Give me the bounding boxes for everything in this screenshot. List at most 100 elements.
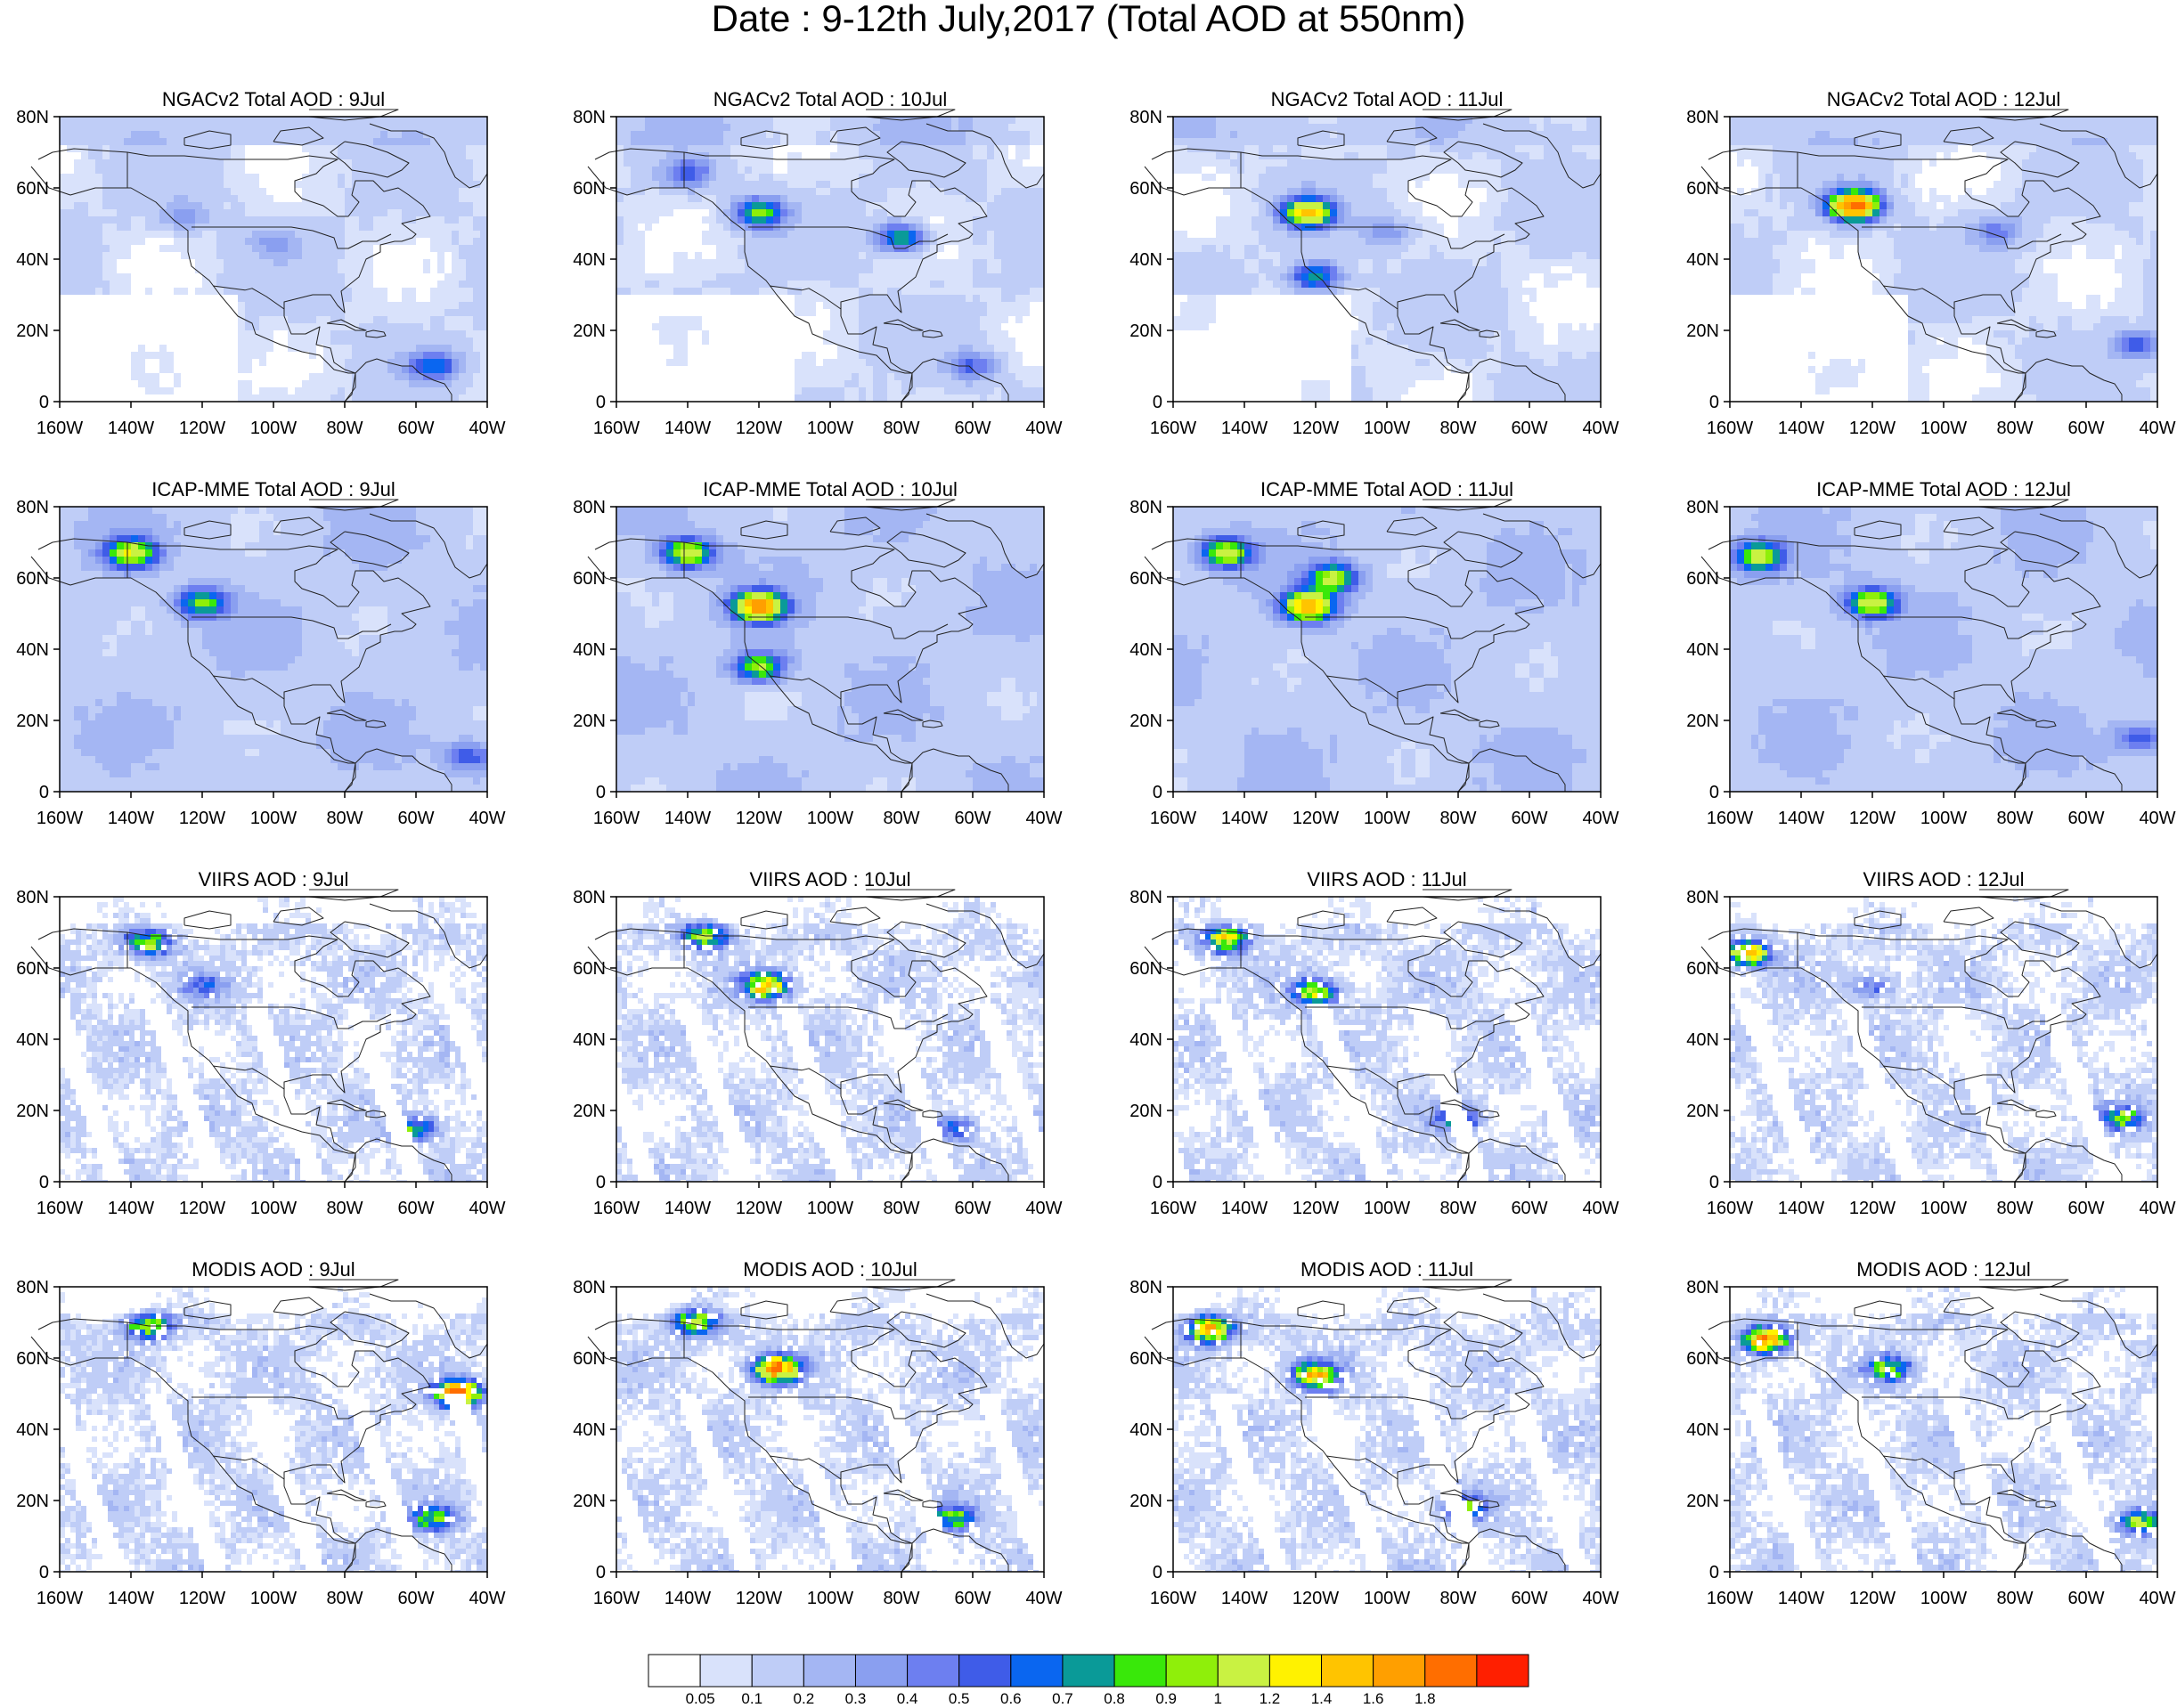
aod-cell xyxy=(759,174,766,181)
aod-cell xyxy=(716,202,723,209)
aod-cell xyxy=(1586,145,1594,152)
aod-cell xyxy=(117,231,124,238)
aod-cell xyxy=(1458,252,1465,259)
aod-cell xyxy=(423,138,430,145)
aod-cell xyxy=(245,138,252,145)
aod-cell xyxy=(423,195,430,202)
aod-cell xyxy=(709,288,716,295)
aod-cell xyxy=(852,245,859,252)
aod-cell xyxy=(1551,252,1558,259)
aod-cell xyxy=(380,131,387,138)
aod-cell xyxy=(209,209,216,216)
aod-cell xyxy=(1387,238,1394,245)
aod-cell xyxy=(138,131,145,138)
aod-cell xyxy=(1280,174,1287,181)
aod-cell xyxy=(759,252,766,259)
aod-cell xyxy=(659,159,666,167)
aod-cell xyxy=(1023,266,1030,273)
aod-cell xyxy=(880,124,887,131)
aod-cell xyxy=(987,138,994,145)
aod-cell xyxy=(1494,266,1501,273)
aod-cell xyxy=(188,138,195,145)
aod-cell xyxy=(245,131,252,138)
aod-cell xyxy=(273,131,281,138)
aod-cell xyxy=(480,281,487,288)
aod-cell xyxy=(209,252,216,259)
aod-cell xyxy=(88,209,95,216)
aod-cell xyxy=(616,188,624,195)
aod-cell xyxy=(1366,252,1373,259)
aod-cell xyxy=(117,159,124,167)
aod-cell xyxy=(302,273,309,281)
aod-cell xyxy=(387,316,395,323)
aod-cell xyxy=(480,387,487,394)
aod-cell xyxy=(659,202,666,209)
aod-cell xyxy=(373,159,380,167)
aod-cell xyxy=(1394,181,1401,188)
aod-cell xyxy=(466,259,473,266)
aod-cell xyxy=(866,124,873,131)
aod-cell xyxy=(1551,152,1558,159)
aod-cell xyxy=(423,145,430,152)
aod-cell xyxy=(1537,124,1544,131)
aod-cell xyxy=(1501,224,1508,231)
aod-cell xyxy=(894,302,901,309)
aod-cell xyxy=(402,181,409,188)
aod-cell xyxy=(723,288,730,295)
aod-cell xyxy=(1351,209,1358,216)
aod-cell xyxy=(1230,145,1237,152)
aod-cell xyxy=(873,394,880,402)
aod-cell xyxy=(1015,394,1023,402)
aod-cell xyxy=(266,295,273,302)
aod-cell xyxy=(873,288,880,295)
aod-cell xyxy=(1030,188,1037,195)
aod-cell xyxy=(1023,373,1030,380)
aod-cell xyxy=(266,288,273,295)
aod-cell xyxy=(1472,167,1480,174)
aod-cell xyxy=(987,295,994,302)
aod-cell xyxy=(730,231,738,238)
aod-cell xyxy=(773,195,780,202)
aod-cell xyxy=(809,373,816,380)
aod-cell xyxy=(102,195,110,202)
aod-cell xyxy=(716,252,723,259)
aod-cell xyxy=(1001,352,1008,359)
aod-cell xyxy=(395,373,402,380)
aod-cell xyxy=(930,338,937,345)
aod-cell xyxy=(759,181,766,188)
aod-cell xyxy=(266,266,273,273)
aod-cell xyxy=(1273,188,1280,195)
aod-cell xyxy=(466,352,473,359)
aod-cell xyxy=(652,195,659,202)
aod-cell xyxy=(752,288,759,295)
aod-cell xyxy=(1023,124,1030,131)
aod-cell xyxy=(1358,245,1366,252)
aod-cell xyxy=(152,209,159,216)
aod-cell xyxy=(352,152,359,159)
aod-cell xyxy=(894,181,901,188)
aod-cell xyxy=(980,387,987,394)
aod-cell xyxy=(266,252,273,259)
aod-cell xyxy=(1230,224,1237,231)
aod-cell xyxy=(380,309,387,316)
aod-cell xyxy=(145,117,152,124)
aod-cell xyxy=(958,316,966,323)
aod-cell xyxy=(852,202,859,209)
aod-cell xyxy=(844,352,852,359)
aod-cell xyxy=(437,345,444,352)
aod-cell xyxy=(238,316,245,323)
aod-cell xyxy=(958,131,966,138)
aod-cell xyxy=(295,209,302,216)
aod-cell xyxy=(1008,352,1015,359)
aod-cell xyxy=(1515,259,1522,266)
aod-cell xyxy=(873,181,880,188)
aod-cell xyxy=(837,387,844,394)
aod-cell xyxy=(338,231,345,238)
aod-cell xyxy=(224,252,231,259)
aod-cell xyxy=(74,174,81,181)
aod-cell xyxy=(252,188,259,195)
aod-cell xyxy=(994,181,1001,188)
aod-cell xyxy=(702,273,709,281)
aod-cell xyxy=(459,117,466,124)
aod-cell xyxy=(74,124,81,131)
